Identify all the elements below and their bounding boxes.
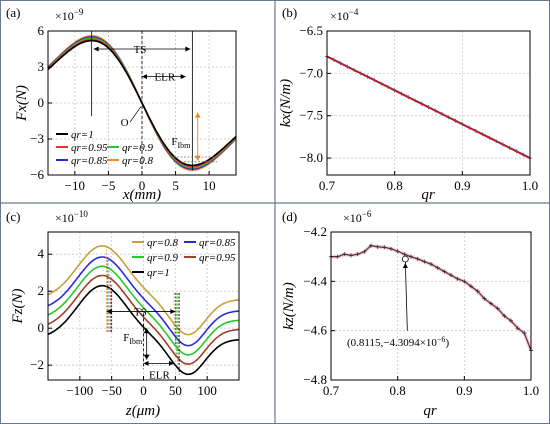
panel-d-pointer-arrowhead <box>402 262 408 268</box>
panel-a-ytick-label: −3 <box>30 131 44 146</box>
panel-d-xtick-label: 0.7 <box>323 383 340 398</box>
panel-d-xtick-label: 0.8 <box>390 383 406 398</box>
panel-a-legend-label: qr=0.95 <box>71 142 108 154</box>
panel-c-series-line <box>47 265 240 356</box>
panel-a-xtick-label: 5 <box>172 178 179 193</box>
panel-c-xtick-label: −50 <box>101 383 121 398</box>
panel-a-legend-label: qr=0.85 <box>71 155 108 167</box>
panel-c-series-line <box>47 274 240 365</box>
panel-d-ylabel: kz(N/m) <box>281 282 297 330</box>
panel-c-legend-label: qr=0.8 <box>147 237 178 249</box>
panel-a-fibm-arrowhead-down <box>194 155 201 161</box>
panel-b-xtick-label: 0.8 <box>387 178 403 193</box>
panel-c-fibm-label: FIbm <box>123 332 143 346</box>
panel-b-xtick-label: 0.7 <box>319 178 336 193</box>
panel-a-ytick-label: 0 <box>38 95 45 110</box>
panel-d-ytick-label: −4.2 <box>303 224 327 239</box>
panel-c-ytick-label: 2 <box>38 283 45 298</box>
panel-d-tag: (d) <box>282 209 297 224</box>
panel-d-pointer-line <box>404 261 408 331</box>
panel-b: (b) ×10−4 0.7 0.8 0.9 1.0 −6.5 −7.0 −7.5 −8.0 q… <box>278 5 538 203</box>
panel-b-scale: ×10−4 <box>330 7 359 23</box>
panel-a-xlabel: x(mm) <box>122 187 161 203</box>
panel-a-elr-label: ELR <box>154 72 175 84</box>
panel-d-series-line <box>331 244 532 351</box>
panel-a-origin-label: O <box>121 117 129 129</box>
panel-c-xtick-label: 50 <box>169 383 182 398</box>
panel-a-xtick-label: 10 <box>203 178 216 193</box>
panel-a-origin-pointer <box>129 106 142 123</box>
panel-a-ts-arrowhead-left <box>93 46 99 52</box>
panel-c-series-line <box>47 256 240 347</box>
panel-c-ytick-label: 4 <box>38 246 45 261</box>
panel-c-fibm-arrowhead-down <box>143 354 150 360</box>
panel-b-tag: (b) <box>282 5 297 20</box>
panel-c-series-line <box>47 284 240 376</box>
panel-c-legend-label: qr=1 <box>147 267 170 279</box>
panel-a-ytick-label: 6 <box>38 23 45 38</box>
panel-a-tag: (a) <box>6 5 20 20</box>
panel-b-ytick-label: −8.0 <box>299 150 323 165</box>
panel-c-ts-arrowhead-left <box>106 309 112 315</box>
panel-a-ts-label: TS <box>134 44 147 56</box>
panel-d: (d) ×10−6 (0.8115,−4.3094×10−6) 0.7 0.8 0.… <box>281 209 539 419</box>
panel-a-legend-label: qr=1 <box>71 129 94 141</box>
panel-c-legend-label: qr=0.95 <box>199 252 236 264</box>
panel-a-elr-arrowhead-left <box>142 74 147 80</box>
panel-b-xtick-label: 0.9 <box>454 178 470 193</box>
panel-c-elr-arrowhead-right <box>169 360 175 366</box>
panel-a-scale: ×10−9 <box>55 7 84 23</box>
panel-a-ts-arrowhead-right <box>185 46 191 52</box>
panel-d-xtick-label: 0.9 <box>456 383 472 398</box>
panel-a-legend-label: qr=0.8 <box>122 155 153 167</box>
panel-a-xtick-label: −10 <box>65 178 85 193</box>
panel-c-xtick-label: 100 <box>197 383 217 398</box>
panel-b-ytick-label: −7.0 <box>299 65 323 80</box>
panel-d-xtick-label: 1.0 <box>523 383 539 398</box>
panel-a-ylabel: Fx(N) <box>14 85 30 122</box>
panel-a: (a) ×10−9 TS ELR O FIbm −10 −5 0 5 10 6 3 0 −3 −6 x(… <box>6 5 237 203</box>
panel-a-ytick-label: 3 <box>38 59 45 74</box>
panel-b-ytick-label: −7.5 <box>299 108 323 123</box>
panel-a-fibm-arrowhead-up <box>194 112 201 118</box>
panel-a-elr-arrowhead-right <box>180 74 186 80</box>
panel-c-elr-arrowhead-left <box>143 360 149 366</box>
panel-a-legend-label: qr=0.9 <box>122 142 153 154</box>
panel-c-series-line <box>47 245 240 336</box>
panel-d-highlight-point <box>401 255 409 263</box>
panel-a-ytick-label: −6 <box>30 167 44 182</box>
panel-d-ytick-label: −4.4 <box>303 273 327 288</box>
panel-c-xlabel: z(μm) <box>125 403 160 419</box>
panel-b-plot-frame <box>326 30 531 176</box>
panel-d-ytick-label: −4.6 <box>303 323 327 338</box>
panel-c-fibm-arrowhead-up <box>143 328 150 334</box>
panel-c-legend-label: qr=0.85 <box>199 237 236 249</box>
panel-d-scale: ×10−6 <box>343 209 372 225</box>
panel-c-xtick-label: 0 <box>140 383 147 398</box>
panel-c-ytick-label: 0 <box>38 320 45 335</box>
panel-a-xtick-label: 0 <box>139 178 146 193</box>
panel-a-xtick-label: −5 <box>102 178 116 193</box>
panel-c-ytick-label: −2 <box>30 357 44 372</box>
panel-d-ytick-label: −4.8 <box>303 372 327 387</box>
panel-c-ylabel: Fz(N) <box>10 289 26 325</box>
panel-b-xtick-label: 1.0 <box>522 178 538 193</box>
panel-c-legend-label: qr=0.9 <box>147 252 178 264</box>
panel-a-fibm-label: FIbm <box>171 136 191 150</box>
panel-c-ts-arrowhead-right <box>170 309 176 315</box>
panel-c-elr-label: ELR <box>149 369 170 381</box>
panel-c-xtick-label: −100 <box>66 383 93 398</box>
panel-c-ts-label: TS <box>134 307 147 319</box>
panel-b-ylabel: kx(N/m) <box>278 79 294 127</box>
panel-d-series-halo <box>331 243 533 352</box>
panel-b-xlabel: qr <box>421 187 435 203</box>
panel-c-tag: (c) <box>6 209 20 224</box>
panel-d-xlabel: qr <box>423 403 437 419</box>
panel-c-scale: ×10−10 <box>55 209 88 225</box>
panel-d-plot-frame <box>330 231 532 381</box>
panel-d-point-label: (0.8115,−4.3094×10−6) <box>347 335 449 349</box>
panel-b-ytick-label: −6.5 <box>299 23 323 38</box>
